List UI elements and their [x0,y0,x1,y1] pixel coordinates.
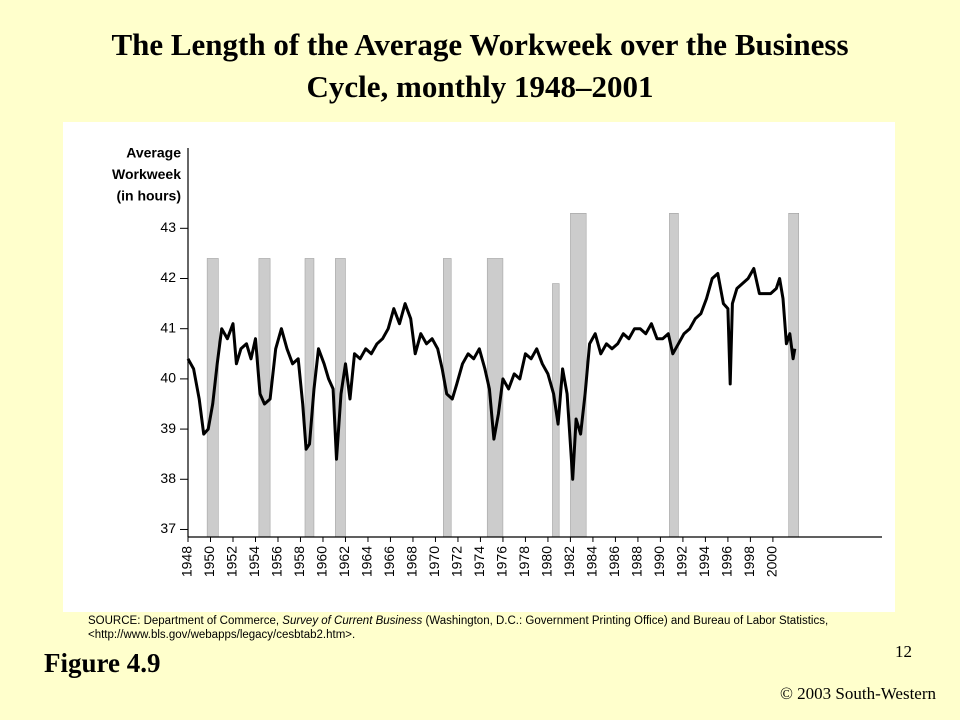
copyright: © 2003 South-Western [779,684,936,703]
y-axis-label: Average [126,145,181,161]
x-tick-label: 1948 [179,546,195,577]
x-tick-label: 1996 [719,546,735,577]
x-tick-label: 1994 [696,546,712,577]
chart-panel [63,122,895,612]
x-tick-label: 1958 [291,546,307,577]
x-tick-label: 1998 [741,546,757,577]
x-tick-label: 1986 [606,546,622,577]
x-tick-label: 1970 [426,546,442,577]
x-tick-label: 1952 [224,546,240,577]
x-tick-label: 1974 [471,546,487,577]
x-tick-label: 1976 [494,546,510,577]
x-tick-label: 1984 [584,546,600,577]
y-tick-label: 39 [160,420,176,436]
x-tick-label: 1992 [674,546,690,577]
y-axis-label: Workweek [112,166,181,182]
x-tick-label: 1978 [516,546,532,577]
x-tick-label: 1980 [539,546,555,577]
data-line [186,267,797,481]
y-tick-label: 38 [160,470,176,486]
source-text: SOURCE: Department of Commerce, [88,615,283,627]
x-tick-label: 1972 [449,546,465,577]
y-tick-label: 42 [160,269,176,285]
chart-title: The Length of the Average Workweek over … [111,27,849,104]
y-tick-label: 43 [160,219,176,235]
x-tick-label: 2000 [764,546,780,577]
x-tick-label: 1960 [314,546,330,577]
x-tick-label: 1966 [381,546,397,577]
x-tick-label: 1988 [629,546,645,577]
recession-band [788,213,800,538]
recession-band [570,213,587,538]
source-italic: Survey of Current Business [282,615,423,627]
figure-label: Figure 4.9 [44,648,161,678]
x-tick-label: 1950 [201,546,217,577]
y-axis-label: (in hours) [116,188,181,204]
x-tick-label: 1982 [561,546,577,577]
page-number: 12 [895,642,912,661]
x-tick-label: 1956 [269,546,285,577]
x-tick-label: 1964 [359,546,375,577]
x-tick-label: 1954 [246,546,262,577]
source-note: SOURCE: Department of Commerce, Survey o… [88,614,888,642]
y-tick-label: 40 [160,370,176,386]
x-tick-label: 1968 [404,546,420,577]
source-text: (Washington, D.C.: Government Printing O… [88,615,829,641]
y-tick-label: 37 [160,520,176,536]
y-tick-label: 41 [160,319,176,335]
x-tick-label: 1990 [651,546,667,577]
recession-band [669,213,679,538]
x-tick-label: 1962 [336,546,352,577]
